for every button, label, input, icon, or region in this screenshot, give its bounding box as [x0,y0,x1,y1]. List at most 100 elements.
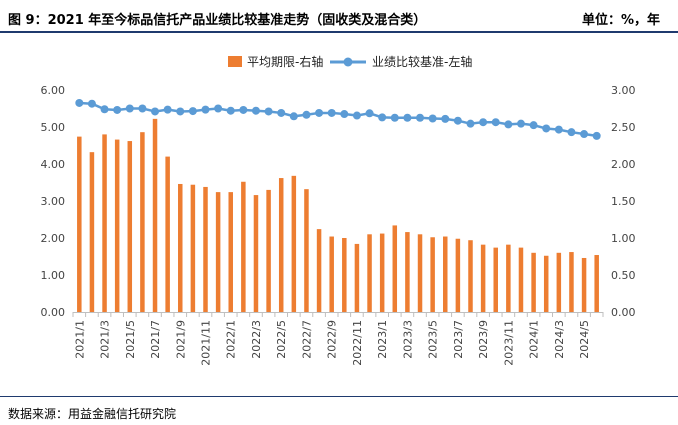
legend-marker-line [343,57,353,67]
bar-average-term [77,136,82,312]
bar-average-term [417,234,423,312]
bar-average-term [468,240,473,312]
bar-average-term [531,252,536,312]
x-axis-tick-label: 2021/5 [124,320,137,359]
chart-footer: 数据来源：用益金融信托研究院 [0,396,678,425]
x-axis-tick-label: 2021/11 [200,320,213,366]
bar-average-term [518,247,524,312]
bar-average-term [304,189,309,312]
bar-average-term [405,232,410,312]
left-axis-tick-label: 2.00 [41,232,66,245]
left-axis-tick-label: 0.00 [41,306,66,319]
point-benchmark [466,119,475,128]
point-benchmark [327,108,336,117]
point-benchmark [125,104,134,113]
point-benchmark [554,125,563,134]
right-axis-tick-label: 2.00 [611,158,636,171]
x-axis-tick-label: 2024/3 [553,320,566,359]
x-axis-tick-label: 2023/5 [427,320,440,359]
bar-average-term [581,257,587,312]
bar-average-term [127,141,133,312]
chart-area: 平均期限-右轴 业绩比较基准-左轴 0.00 1.00 2.00 3.00 4.00 5.00… [41,54,636,366]
point-benchmark [239,105,248,114]
point-benchmark [592,131,601,140]
bar-average-term [569,252,574,312]
bar-average-term [215,192,221,312]
point-benchmark [479,118,488,127]
x-axis-tick-label: 2022/1 [225,320,238,359]
bar-average-term [241,181,246,312]
right-axis-tick-label: 1.00 [611,232,636,245]
point-benchmark [516,119,525,128]
point-benchmark [491,118,500,127]
bar-average-term [342,238,347,312]
bar-average-term [253,195,259,312]
unit-label: 单位：%，年 [581,13,660,28]
point-benchmark [453,116,462,125]
point-benchmark [340,110,349,119]
point-benchmark [289,112,298,121]
x-axis-tick-label: 2021/1 [73,320,86,359]
x-axis-tick-label: 2023/9 [477,320,490,359]
bar-average-term [480,244,486,312]
point-benchmark [87,99,96,108]
point-benchmark [378,113,387,122]
bar-average-term [89,152,95,312]
point-benchmark [188,107,197,116]
right-axis-tick-label: 2.50 [611,121,636,134]
bar-average-term [455,238,461,312]
point-benchmark [416,113,425,122]
x-axis-tick-label: 2023/11 [502,320,515,366]
bar-average-term [543,255,549,312]
point-benchmark [403,113,412,122]
bar-average-term [430,237,435,312]
legend-label-bar: 平均期限-右轴 [247,54,323,69]
x-axis-tick-label: 2023/1 [376,320,389,359]
point-benchmark [529,121,538,130]
bar-average-term [594,255,599,312]
bar-average-term [379,233,385,312]
point-benchmark [201,105,210,114]
x-axis-tick-label: 2023/7 [452,320,465,359]
bar-average-term [203,186,208,312]
point-benchmark [226,106,235,115]
point-benchmark [100,105,109,114]
bar-average-term [316,229,322,312]
point-benchmark [264,107,273,116]
x-axis-tick-label: 2022/5 [275,320,288,359]
x-axis-tick-label: 2021/7 [149,320,162,359]
bar-average-term [165,156,170,312]
point-benchmark [390,113,399,122]
bar-average-term [278,178,284,312]
chart-header: 图 9：2021 年至今标品信托产品业绩比较基准走势（固收类及混合类） 单位：%… [0,0,678,33]
bar-average-term [291,175,297,312]
x-axis-tick-label: 2021/3 [99,320,112,359]
bar-average-term [354,243,360,312]
bar-average-term [152,118,158,312]
point-benchmark [580,130,589,139]
left-axis-tick-label: 5.00 [41,121,66,134]
bar-average-term [266,189,271,312]
bar-average-term [392,225,398,312]
x-axis-tick-label: 2024/1 [528,320,541,359]
point-benchmark [176,107,185,116]
point-benchmark [138,104,147,113]
point-benchmark [315,108,324,117]
point-benchmark [302,110,311,119]
x-axis-tick-label: 2021/9 [174,320,187,359]
legend-label-line: 业绩比较基准-左轴 [372,54,472,69]
point-benchmark [277,108,286,117]
bar-average-term [329,236,334,312]
bar-average-term [114,139,120,312]
legend-swatch-bar [228,56,242,67]
point-benchmark [151,107,160,116]
bar-average-term [556,252,562,312]
point-benchmark [352,111,361,120]
point-benchmark [567,128,576,137]
chart-title: 图 9：2021 年至今标品信托产品业绩比较基准走势（固收类及混合类） [8,13,427,28]
right-axis-tick-label: 1.50 [611,195,636,208]
point-benchmark [542,124,551,133]
right-axis-tick-label: 3.00 [611,84,636,97]
bar-average-term [140,132,145,312]
bar-average-term [228,192,233,312]
